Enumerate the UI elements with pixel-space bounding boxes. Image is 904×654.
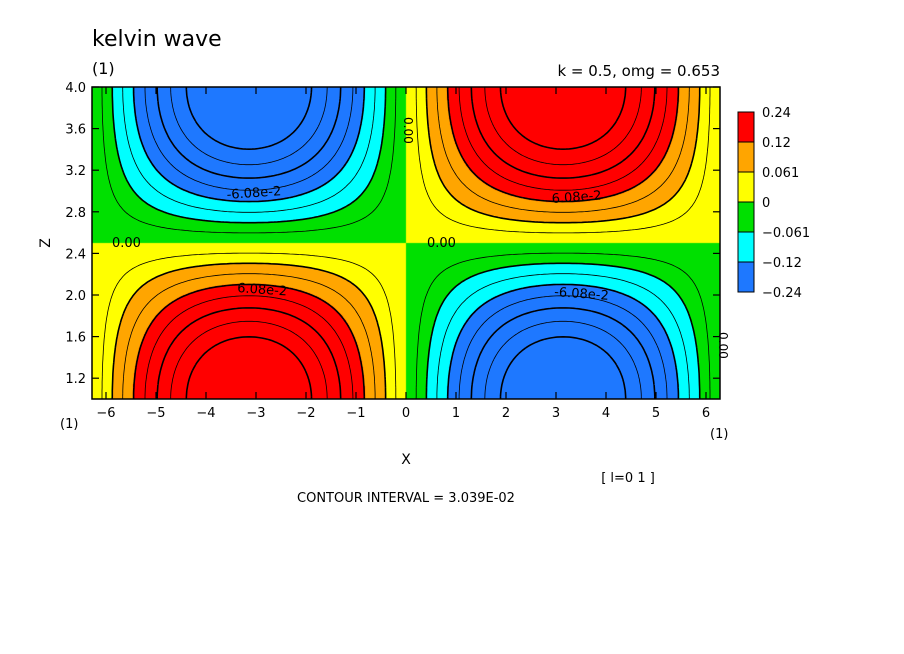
corner-label-right: (1)	[710, 427, 728, 442]
contour-label-upper-left: -6.08e-2	[226, 184, 282, 203]
colorbar-swatch	[737, 201, 755, 233]
contour-line	[170, 86, 642, 400]
contour-label-zero-right: 0.00	[427, 236, 456, 251]
y-tick-label: 4.0	[65, 81, 86, 96]
x-axis-label: X	[401, 452, 411, 468]
colorbar-swatch	[737, 141, 755, 173]
contour-line	[144, 87, 668, 399]
contour-label-upper-right: 6.08e-2	[551, 189, 602, 207]
colorbar: 0.24 0.12 0.061 0 −0.061 −0.12 −0.24	[737, 106, 810, 301]
x-tick-label: 0	[402, 406, 410, 421]
x-tick-label: 4	[602, 406, 610, 421]
contour-line	[132, 87, 680, 399]
y-tick-label: 3.2	[65, 164, 86, 179]
contour-line	[132, 87, 680, 399]
x-tick-label: 2	[502, 406, 510, 421]
contour-line	[156, 86, 656, 400]
colorbar-swatch	[737, 111, 755, 143]
contour-label-zero-left: 0.00	[112, 236, 141, 251]
colorbar-label: 0.061	[762, 166, 799, 181]
colorbar-swatch	[737, 261, 755, 293]
contour-label-zero-vertical-top: 0.00	[401, 117, 415, 144]
x-tick-label: −6	[96, 406, 115, 421]
contour-line	[144, 87, 668, 399]
corner-label-left: (1)	[60, 417, 78, 432]
contour-line	[122, 87, 690, 399]
y-tick-label: 3.6	[65, 123, 86, 138]
x-tick-label: 3	[552, 406, 560, 421]
contour-line	[185, 86, 627, 400]
contour-line	[111, 86, 701, 400]
colorbar-swatch	[737, 231, 755, 263]
contour-lines	[101, 86, 711, 400]
x-tick-label: −1	[346, 406, 365, 421]
x-tick-label: −4	[196, 406, 215, 421]
colorbar-label: −0.061	[762, 226, 810, 241]
contour-label-lower-right: -6.08e-2	[554, 285, 610, 304]
colorbar-label: 0	[762, 196, 770, 211]
y-axis-label: Z	[38, 238, 54, 248]
contour-line	[101, 86, 711, 400]
chart-subtitle-right: k = 0.5, omg = 0.653	[557, 62, 720, 80]
y-tick-label: 2.4	[65, 247, 86, 262]
contour-label-zero-vertical-right: 0.00	[716, 332, 730, 359]
colorbar-label: −0.12	[762, 256, 802, 271]
contour-interval-text: CONTOUR INTERVAL = 3.039E-02	[297, 491, 515, 506]
colorbar-label: 0.24	[762, 106, 791, 121]
y-axis: 1.2 1.6 2.0 2.4 2.8 3.2 3.6 4.0	[65, 81, 720, 387]
contour-line	[170, 86, 642, 400]
contour-line	[101, 86, 711, 400]
contour-labels: -6.08e-2 6.08e-2 6.08e-2 -6.08e-2 0.00 0…	[112, 117, 730, 359]
y-tick-label: 2.0	[65, 289, 86, 304]
index-label: [ l=0 1 ]	[601, 471, 655, 486]
chart-title: kelvin wave	[92, 27, 222, 52]
heatmap-host	[92, 87, 720, 399]
colorbar-label: 0.12	[762, 136, 791, 151]
chart-subtitle-left: (1)	[92, 59, 115, 78]
colorbar-label: −0.24	[762, 286, 802, 301]
contour-line	[156, 86, 656, 400]
x-tick-label: −2	[296, 406, 315, 421]
contour-label-lower-left: 6.08e-2	[237, 281, 288, 299]
x-tick-label: 5	[652, 406, 660, 421]
contour-line	[111, 86, 701, 400]
x-tick-label: −3	[246, 406, 265, 421]
x-tick-label: −5	[146, 406, 165, 421]
heatmap-field	[92, 87, 720, 399]
y-tick-label: 2.8	[65, 206, 86, 221]
x-tick-label: 1	[452, 406, 460, 421]
contour-line	[122, 87, 690, 399]
contour-line	[185, 86, 627, 400]
y-tick-label: 1.6	[65, 331, 86, 346]
colorbar-swatch	[737, 171, 755, 203]
x-axis: −6 −5 −4 −3 −2 −1 0 1 2 3 4 5 6	[96, 87, 710, 421]
y-tick-label: 1.2	[65, 372, 86, 387]
x-tick-label: 6	[702, 406, 710, 421]
